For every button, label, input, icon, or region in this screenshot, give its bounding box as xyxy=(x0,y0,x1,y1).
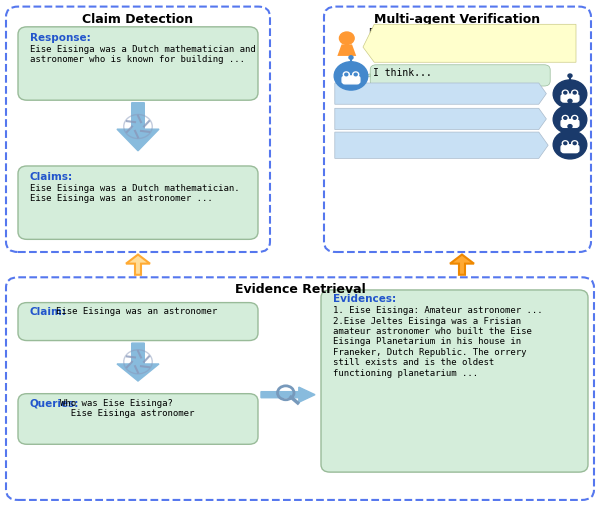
Text: Evidences:: Evidences: xyxy=(333,294,396,304)
FancyArrow shape xyxy=(117,343,159,381)
Circle shape xyxy=(345,74,348,77)
FancyBboxPatch shape xyxy=(561,145,579,154)
Circle shape xyxy=(572,91,578,96)
FancyBboxPatch shape xyxy=(561,95,579,103)
Circle shape xyxy=(340,33,354,45)
Text: Who was Eise Eisinga?
  Eise Eisinga astronomer: Who was Eise Eisinga? Eise Eisinga astro… xyxy=(60,398,194,417)
Circle shape xyxy=(353,73,359,78)
Text: I agree...: I agree... xyxy=(339,86,398,96)
Circle shape xyxy=(553,81,587,109)
FancyBboxPatch shape xyxy=(18,167,258,240)
Polygon shape xyxy=(335,109,547,130)
FancyBboxPatch shape xyxy=(18,303,258,341)
Circle shape xyxy=(334,63,368,91)
Circle shape xyxy=(562,141,568,146)
Circle shape xyxy=(354,74,357,77)
Circle shape xyxy=(562,91,568,96)
Text: I think...: I think... xyxy=(373,68,432,78)
Text: Eise Eisinga was a Dutch mathematician.
Eise Eisinga was an astronomer ...: Eise Eisinga was a Dutch mathematician. … xyxy=(30,183,240,203)
Text: Eise Eisinga was an astronomer: Eise Eisinga was an astronomer xyxy=(56,307,217,316)
Circle shape xyxy=(572,116,578,121)
Text: Claims:: Claims: xyxy=(30,172,73,182)
FancyBboxPatch shape xyxy=(324,8,591,252)
Text: Do you think this: Do you think this xyxy=(369,28,449,37)
Text: evidence: evidence xyxy=(427,39,471,48)
Text: 1. Eise Eisinga: Amateur astronomer ...
2.Eise Jeltes Eisinga was a Frisian
amat: 1. Eise Eisinga: Amateur astronomer ... … xyxy=(333,306,542,377)
Circle shape xyxy=(573,92,576,95)
Circle shape xyxy=(568,100,572,104)
Text: factual based on: factual based on xyxy=(369,39,447,48)
Text: Response:: Response: xyxy=(30,33,91,43)
FancyBboxPatch shape xyxy=(6,8,270,252)
Polygon shape xyxy=(335,133,548,159)
Text: Claim Detection: Claim Detection xyxy=(82,13,194,26)
Text: Multi-agent Verification: Multi-agent Verification xyxy=(374,13,540,26)
FancyBboxPatch shape xyxy=(321,290,588,472)
Circle shape xyxy=(568,75,572,78)
Polygon shape xyxy=(363,25,576,63)
Circle shape xyxy=(573,143,576,145)
Circle shape xyxy=(553,106,587,134)
Text: claim: claim xyxy=(432,28,459,37)
FancyBboxPatch shape xyxy=(370,66,550,87)
Text: Queries:: Queries: xyxy=(30,398,79,408)
Circle shape xyxy=(564,92,567,95)
Circle shape xyxy=(572,141,578,146)
Circle shape xyxy=(553,131,587,160)
FancyArrow shape xyxy=(450,255,474,275)
Circle shape xyxy=(562,116,568,121)
Polygon shape xyxy=(335,84,547,105)
Text: I disagree...: I disagree... xyxy=(339,111,415,121)
Polygon shape xyxy=(337,45,356,57)
Text: Consider both agents'
opinion, I think...: Consider both agents' opinion, I think..… xyxy=(339,135,462,157)
FancyBboxPatch shape xyxy=(6,278,594,500)
Text: Claim:: Claim: xyxy=(30,307,67,317)
Text: ?: ? xyxy=(457,39,462,48)
Circle shape xyxy=(568,125,572,129)
Text: is: is xyxy=(451,28,461,37)
Circle shape xyxy=(573,118,576,120)
FancyArrow shape xyxy=(261,387,315,402)
Circle shape xyxy=(343,73,349,78)
FancyArrow shape xyxy=(117,104,159,152)
FancyBboxPatch shape xyxy=(18,394,258,444)
FancyBboxPatch shape xyxy=(18,28,258,101)
FancyBboxPatch shape xyxy=(561,120,579,128)
FancyArrow shape xyxy=(126,255,150,275)
Text: Evidence Retrieval: Evidence Retrieval xyxy=(235,283,365,296)
Circle shape xyxy=(349,57,353,60)
Circle shape xyxy=(564,118,567,120)
FancyBboxPatch shape xyxy=(342,77,360,85)
Text: Eise Eisinga was a Dutch mathematician and
astronomer who is known for building : Eise Eisinga was a Dutch mathematician a… xyxy=(30,44,256,64)
Circle shape xyxy=(564,143,567,145)
Polygon shape xyxy=(364,75,370,78)
